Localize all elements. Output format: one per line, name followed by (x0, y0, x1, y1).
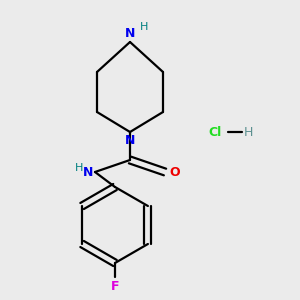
Text: H: H (244, 125, 254, 139)
Text: N: N (125, 27, 135, 40)
Text: Cl: Cl (208, 125, 221, 139)
Text: H: H (75, 163, 83, 173)
Text: F: F (111, 280, 119, 293)
Text: H: H (140, 22, 148, 32)
Text: O: O (169, 166, 180, 178)
Text: N: N (82, 166, 93, 178)
Text: N: N (125, 134, 135, 147)
